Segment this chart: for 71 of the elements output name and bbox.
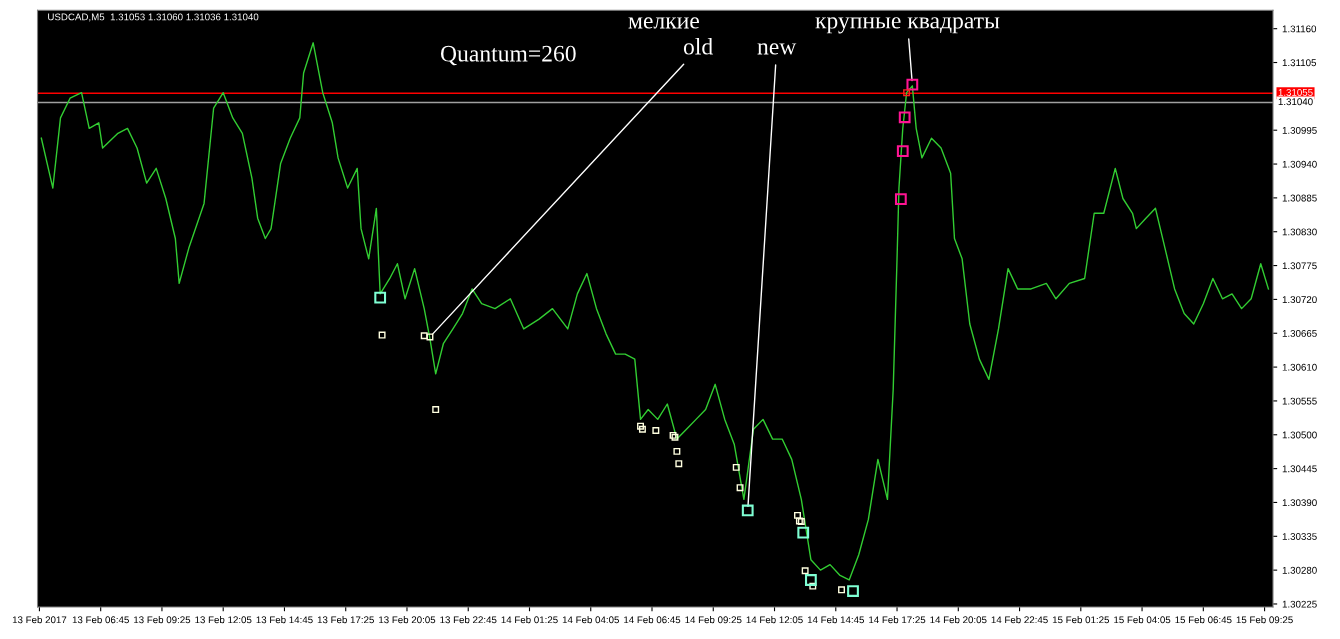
annotation: Quantum=260 (440, 45, 576, 66)
point (432, 406, 440, 414)
x-tick-label: 13 Feb 06:45 (72, 616, 129, 624)
point (903, 89, 911, 97)
point (378, 331, 386, 339)
y-tick-label: 1.30940 (1282, 160, 1317, 168)
point (847, 585, 859, 597)
x-tick-label: 14 Feb 20:05 (930, 616, 987, 624)
point (637, 422, 644, 430)
point (896, 145, 909, 158)
x-tick-label: 13 Feb 09:25 (134, 616, 191, 624)
x-tick-label: 15 Feb 01:25 (1052, 616, 1110, 624)
x-tick-label: 13 Feb 12:05 (195, 616, 252, 624)
point (732, 463, 740, 471)
point (374, 291, 387, 304)
x-tick-label: 14 Feb 04:05 (562, 616, 619, 624)
y-tick-label: 1.30995 (1282, 126, 1317, 134)
y-tick-label: 1.30885 (1282, 194, 1317, 202)
point (638, 425, 646, 433)
x-tick-label: 13 Feb 2017 (12, 616, 67, 624)
y-tick-label: 1.30225 (1282, 600, 1317, 608)
point (838, 586, 845, 594)
annotation: new (757, 43, 797, 55)
y-tick-label: 1.30555 (1282, 397, 1317, 405)
x-tick-label: 15 Feb 04:05 (1114, 616, 1171, 624)
point (809, 582, 817, 590)
x-tick-label: 13 Feb 14:45 (256, 616, 313, 624)
point (736, 484, 744, 492)
y-tick-label: 1.30335 (1282, 533, 1317, 540)
point (675, 460, 683, 468)
point (906, 78, 919, 91)
ref-line-label: 1.31055 (1278, 89, 1313, 96)
point (652, 426, 660, 434)
x-tick-label: 14 Feb 14:45 (807, 616, 865, 624)
point (898, 111, 911, 124)
annotation: мелкие (628, 17, 699, 29)
x-tick-label: 14 Feb 12:05 (746, 616, 803, 624)
annotation: old (683, 38, 713, 55)
y-tick-label: 1.30665 (1282, 329, 1317, 337)
x-tick-label: 14 Feb 22:45 (991, 616, 1048, 624)
point (426, 333, 434, 341)
y-tick-label: 1.30390 (1282, 499, 1317, 507)
x-tick-label: 13 Feb 20:05 (379, 616, 436, 624)
y-tick-label: 1.30280 (1282, 566, 1317, 574)
y-tick-label: 1.30500 (1282, 431, 1317, 439)
y-tick-label: 1.31160 (1282, 25, 1317, 33)
x-tick-label: 15 Feb 06:45 (1175, 616, 1232, 624)
y-tick-label: 1.30610 (1282, 363, 1317, 371)
x-tick-label: 14 Feb 17:25 (869, 616, 926, 624)
point (673, 447, 681, 455)
x-tick-label: 14 Feb 06:45 (624, 616, 681, 624)
point (794, 511, 801, 519)
point (894, 193, 907, 206)
point (420, 332, 428, 340)
y-tick-label: 1.30775 (1282, 262, 1317, 270)
x-tick-label: 14 Feb 01:25 (501, 616, 558, 624)
x-tick-label: 13 Feb 22:45 (440, 616, 497, 624)
ref-line-label: 1.31040 (1278, 98, 1313, 106)
point (801, 567, 809, 575)
point (797, 526, 810, 539)
point (804, 574, 817, 586)
y-tick-label: 1.30445 (1282, 465, 1317, 473)
x-tick-label: 14 Feb 09:25 (685, 616, 742, 624)
y-tick-label: 1.31105 (1282, 59, 1317, 67)
y-tick-label: 1.30830 (1282, 228, 1317, 236)
x-tick-label: 15 Feb 09:25 (1236, 616, 1293, 624)
point (741, 504, 754, 517)
chart-title: USDCAD,M5 1.31053 1.31060 1.31036 1.31040 (48, 13, 259, 22)
x-tick-label: 13 Feb 17:25 (317, 616, 374, 624)
y-tick-label: 1.30720 (1282, 296, 1317, 304)
annotation: крупные квадраты (815, 17, 1000, 34)
